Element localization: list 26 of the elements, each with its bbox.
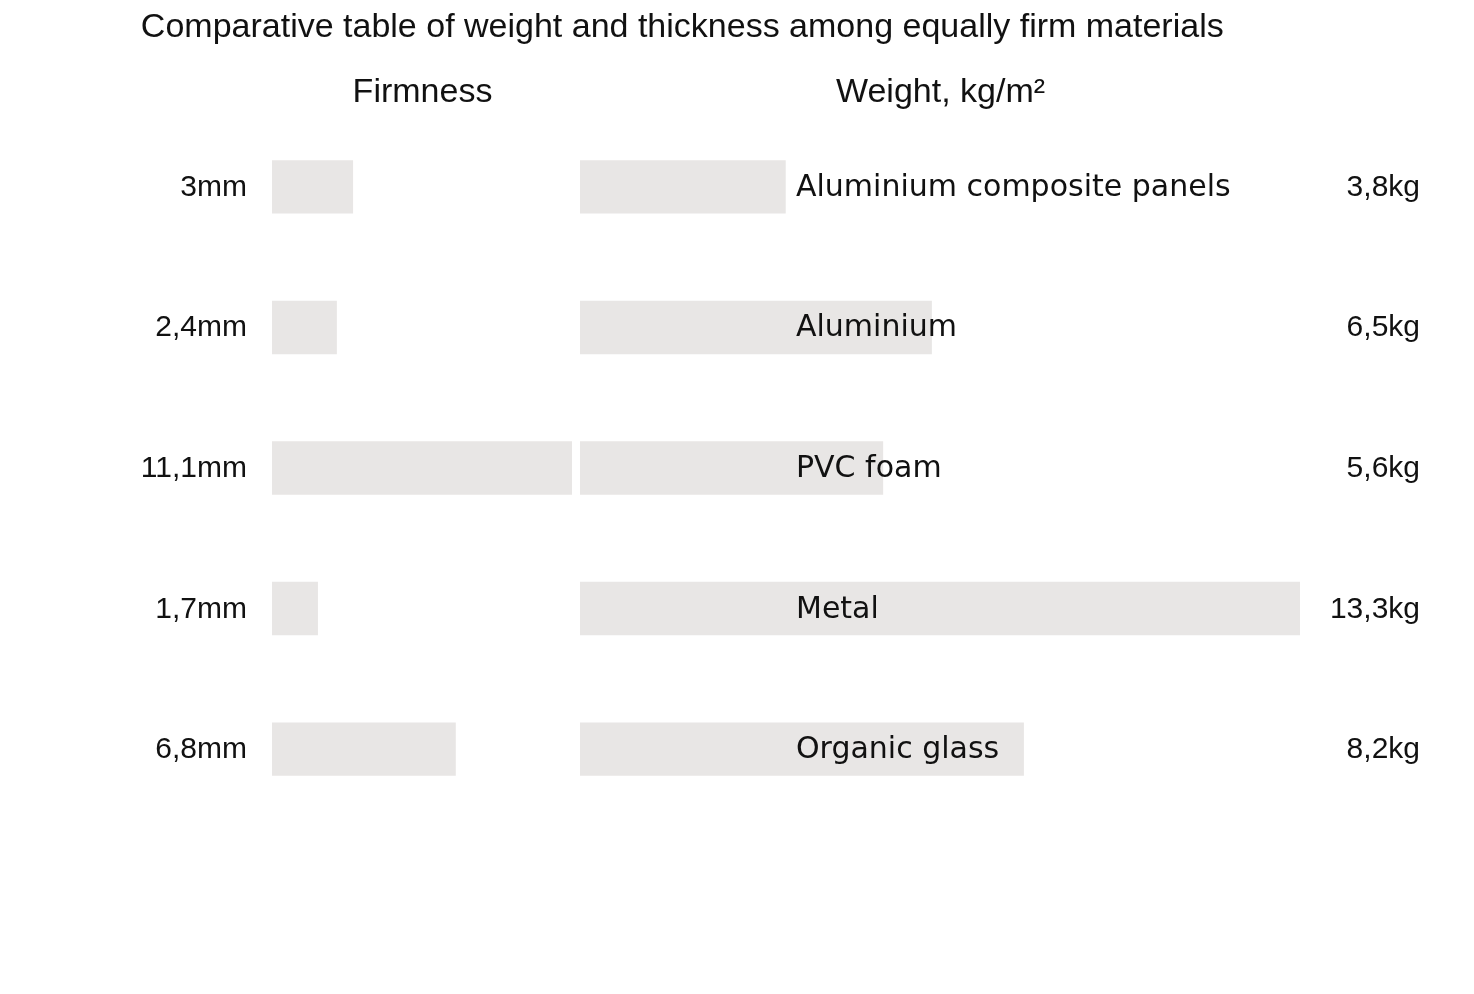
bar	[272, 441, 572, 495]
category-label: Organic glass	[796, 730, 1000, 766]
data-label: 6,8mm	[155, 731, 247, 765]
category-label: Aluminium composite panels	[796, 167, 1231, 203]
bar	[272, 300, 337, 355]
bar	[580, 581, 1300, 636]
data-label: 8,2kg	[1346, 731, 1420, 765]
data-label: 5,6kg	[1346, 450, 1420, 483]
x-axis-title: Firmness	[352, 70, 493, 109]
bar	[580, 160, 786, 214]
bar	[580, 722, 1024, 776]
bar	[272, 581, 318, 636]
data-label: 3mm	[180, 168, 247, 202]
data-label: 2,4mm	[155, 309, 247, 343]
data-label: 1,7mm	[155, 590, 247, 624]
category-label: Aluminium	[796, 308, 958, 344]
bar	[272, 160, 354, 214]
bar	[272, 722, 456, 776]
text: Comparative table of weight and thickness among equally firm materials	[140, 6, 1224, 44]
x-axis-title: Weight, kg/m²	[835, 70, 1046, 109]
data-label: 11,1mm	[140, 450, 247, 483]
data-label: 3,8kg	[1346, 168, 1420, 202]
data-label: 13,3kg	[1329, 590, 1420, 624]
category-label: Metal	[796, 589, 879, 625]
data-label: 6,5kg	[1346, 309, 1420, 343]
category-label: PVC foam	[796, 449, 942, 484]
